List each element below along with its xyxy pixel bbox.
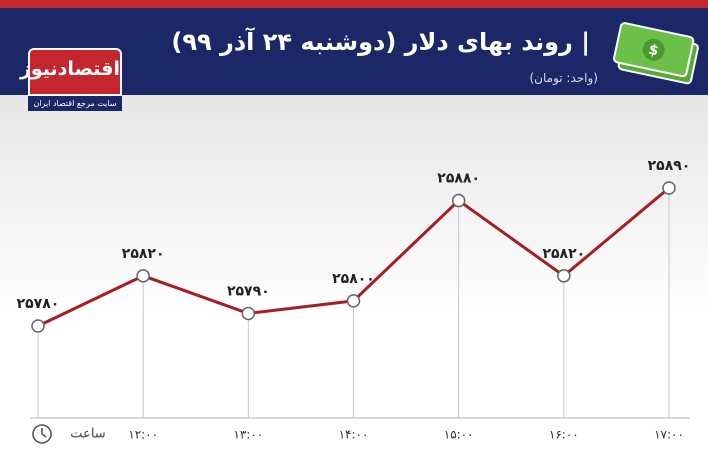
value-label: ۲۵۸۲۰ [122, 246, 165, 262]
x-tick-label: ۱۶:۰۰ [549, 428, 579, 442]
value-label: ۲۵۷۸۰ [17, 296, 60, 312]
logo: اقتصادنیوز [19, 48, 122, 96]
point-marker [557, 269, 571, 283]
chart-title: | روند بهای دلار (دوشنبه ۲۴ آذر ۹۹) [171, 28, 590, 56]
value-label: ۲۵۸۰۰ [332, 271, 375, 287]
x-tick-label: ۱۵:۰۰ [444, 428, 474, 442]
clock-hands [41, 428, 47, 438]
logo-name: اقتصادنیوز [19, 58, 120, 80]
point-marker [31, 319, 45, 333]
value-label: ۲۵۸۸۰ [437, 171, 480, 187]
x-tick-label: ۱۴:۰۰ [339, 428, 369, 442]
logo-tagline: سایت مرجع اقتصاد ایران [28, 96, 122, 111]
point-marker [662, 181, 676, 195]
money-icon: $ [613, 22, 699, 85]
x-tick-label: ۱۷:۰۰ [654, 428, 684, 442]
value-label: ۲۵۸۲۰ [542, 246, 585, 262]
value-label: ۲۵۸۹۰ [648, 158, 691, 174]
point-marker [451, 193, 466, 208]
x-tick-label: ۱۳:۰۰ [233, 428, 263, 442]
point-marker [136, 269, 150, 283]
chart-subtitle: (واحد: تومان) [529, 71, 598, 85]
header: | روند بهای دلار (دوشنبه ۲۴ آذر ۹۹) (واح… [0, 0, 708, 95]
point-marker [346, 294, 361, 308]
value-label: ۲۵۷۹۰ [227, 283, 270, 299]
svg-text:$: $ [647, 42, 660, 60]
x-tick-label: ۱۲:۰۰ [128, 428, 158, 442]
x-axis-label: ساعت [70, 427, 105, 442]
clock-icon [32, 424, 52, 444]
point-marker [241, 306, 256, 321]
